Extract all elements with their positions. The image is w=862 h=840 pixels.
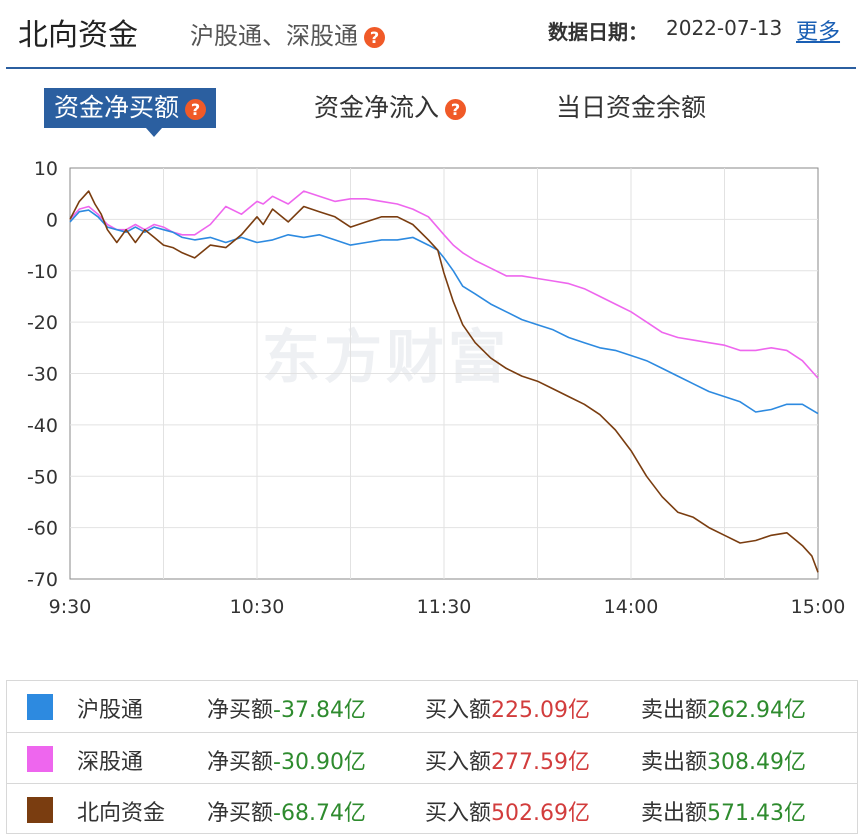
buy-value: 277.59亿 xyxy=(491,750,590,775)
tab-net-inflow[interactable]: 资金净流入? xyxy=(314,88,467,128)
net-buy-cell: 净买额-30.90亿 xyxy=(207,744,366,776)
sell-cell: 卖出额571.43亿 xyxy=(641,795,806,827)
net-buy-cell: 净买额-37.84亿 xyxy=(207,692,366,724)
tab-net-buy-label: 资金净买额 xyxy=(54,93,180,122)
net-buy-label: 净买额 xyxy=(207,750,274,775)
tab-daily-balance-label: 当日资金余额 xyxy=(556,93,707,122)
x-tick-label: 9:30 xyxy=(49,596,92,618)
sell-value: 262.94亿 xyxy=(707,698,806,723)
legend-name: 北向资金 xyxy=(77,801,166,826)
legend-table: 沪股通 净买额-37.84亿 买入额225.09亿 卖出额262.94亿 深股通… xyxy=(6,680,858,834)
tab-daily-balance[interactable]: 当日资金余额 xyxy=(556,88,706,128)
net-buy-value: -30.90亿 xyxy=(273,750,366,775)
net-buy-value: -37.84亿 xyxy=(273,698,366,723)
buy-cell: 买入额225.09亿 xyxy=(425,692,590,724)
help-icon[interactable]: ? xyxy=(364,26,385,48)
help-icon[interactable]: ? xyxy=(445,98,467,120)
buy-cell: 买入额277.59亿 xyxy=(425,744,590,776)
buy-label: 买入额 xyxy=(425,750,492,775)
page-title: 北向资金 xyxy=(18,18,138,53)
watermark-logo: 东方财富 xyxy=(262,323,511,391)
sell-value: 308.49亿 xyxy=(707,750,806,775)
line-chart: 10 0 -10 -20 -30 -40 -50 -60 -70 9:30 10:30 11:30 14… xyxy=(27,158,846,618)
buy-cell: 买入额502.69亿 xyxy=(425,795,590,827)
buy-label: 买入额 xyxy=(425,698,492,723)
subtitle-text: 沪股通、深股通 xyxy=(190,22,358,50)
legend-name: 沪股通 xyxy=(77,698,144,723)
legend-swatch xyxy=(27,746,53,772)
legend-row: 沪股通 净买额-37.84亿 买入额225.09亿 卖出额262.94亿 xyxy=(7,681,857,731)
y-tick-label: 10 xyxy=(34,158,58,180)
legend-swatch xyxy=(27,694,53,720)
y-tick-label: 0 xyxy=(46,209,58,231)
more-link[interactable]: 更多 xyxy=(796,20,841,45)
y-tick-label: -60 xyxy=(27,518,58,540)
series-line-0 xyxy=(69,209,819,415)
sell-cell: 卖出额308.49亿 xyxy=(641,744,806,776)
y-tick-label: -20 xyxy=(27,312,58,334)
buy-value: 502.69亿 xyxy=(491,801,590,826)
buy-value: 225.09亿 xyxy=(491,698,590,723)
header: 北向资金 沪股通、深股通? 数据日期： 2022-07-13 更多 xyxy=(0,0,862,69)
net-buy-label: 净买额 xyxy=(207,801,274,826)
page-subtitle: 沪股通、深股通? xyxy=(190,16,385,51)
y-tick-label: -70 xyxy=(27,569,58,591)
y-tick-label: -50 xyxy=(27,466,58,488)
x-tick-label: 11:30 xyxy=(417,596,472,618)
series-line-1 xyxy=(69,190,819,379)
legend-name: 深股通 xyxy=(77,750,144,775)
series-line-2 xyxy=(69,190,819,573)
header-divider xyxy=(6,67,856,69)
y-tick-label: -40 xyxy=(27,415,58,437)
active-tab-arrow xyxy=(146,128,162,137)
sell-cell: 卖出额262.94亿 xyxy=(641,692,806,724)
net-buy-label: 净买额 xyxy=(207,698,274,723)
tab-net-inflow-label: 资金净流入 xyxy=(314,93,440,122)
tab-net-buy[interactable]: 资金净买额? xyxy=(44,88,217,128)
buy-label: 买入额 xyxy=(425,801,492,826)
sell-label: 卖出额 xyxy=(641,698,708,723)
y-tick-label: -10 xyxy=(27,261,58,283)
x-tick-label: 10:30 xyxy=(230,596,285,618)
legend-swatch xyxy=(27,797,53,823)
sell-value: 571.43亿 xyxy=(707,801,806,826)
y-tick-label: -30 xyxy=(27,364,58,386)
legend-row: 北向资金 净买额-68.74亿 买入额502.69亿 卖出额571.43亿 xyxy=(7,783,857,834)
sell-label: 卖出额 xyxy=(641,801,708,826)
legend-row: 深股通 净买额-30.90亿 买入额277.59亿 卖出额308.49亿 xyxy=(7,732,857,783)
x-tick-label: 14:00 xyxy=(604,596,659,618)
date-value: 2022-07-13 xyxy=(666,16,783,40)
x-tick-label: 15:00 xyxy=(791,596,846,618)
help-icon[interactable]: ? xyxy=(185,98,207,120)
sell-label: 卖出额 xyxy=(641,750,708,775)
date-label: 数据日期： xyxy=(548,20,648,44)
net-buy-cell: 净买额-68.74亿 xyxy=(207,795,366,827)
net-buy-value: -68.74亿 xyxy=(273,801,366,826)
